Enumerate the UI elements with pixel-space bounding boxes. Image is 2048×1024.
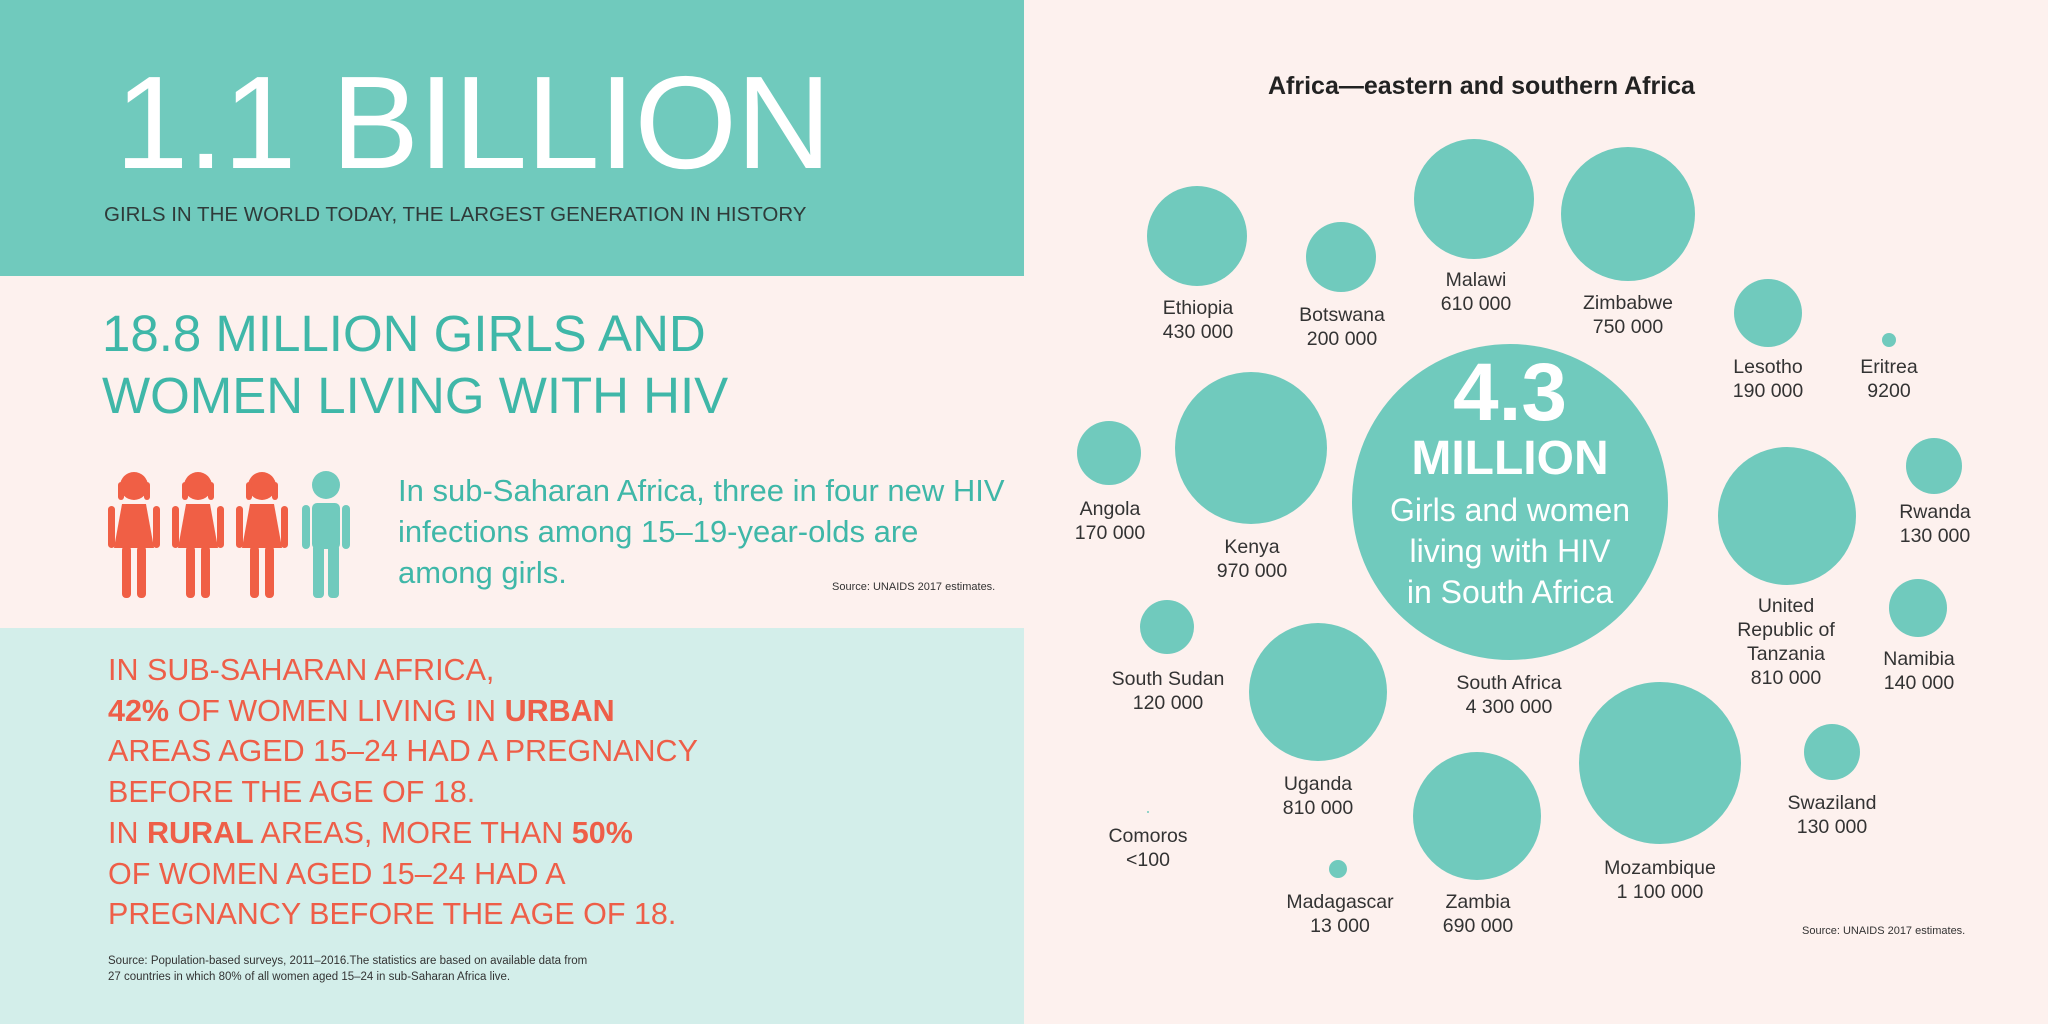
people-icons: [108, 471, 350, 598]
bottom-band: [0, 628, 1024, 1024]
label-mozambique: Mozambique 1 100 000: [1604, 857, 1716, 903]
bubble-angola: [1077, 421, 1141, 485]
label-angola: Angola 170 000: [1074, 498, 1146, 544]
bubble-malawi: [1414, 139, 1534, 259]
bubble-ethiopia: [1147, 186, 1247, 286]
bubble-zimbabwe: [1561, 147, 1695, 281]
middle-band: [0, 276, 1024, 628]
south-africa-number: 4.3: [1453, 347, 1567, 438]
label-comoros: Comoros <100: [1108, 825, 1188, 871]
south-africa-bubble: [1352, 344, 1668, 660]
label-south-sudan: South Sudan 120 000: [1111, 668, 1225, 714]
pregnancy-statement: IN SUB-SAHARAN AFRICA, 42% OF WOMEN LIVI…: [108, 650, 698, 935]
survey-source-note: Source: Population-based surveys, 2011–2…: [108, 955, 588, 983]
bubble-madagascar: [1329, 860, 1347, 878]
hiv-heading: 18.8 MILLION GIRLS AND WOMEN LIVING WITH…: [102, 303, 728, 427]
bubble-united-republic-of-tanzania: [1718, 447, 1856, 585]
label-botswana: Botswana 200 000: [1299, 304, 1385, 350]
hiv-heading-line: WOMEN LIVING WITH HIV: [102, 367, 729, 424]
headline-subtitle: GIRLS IN THE WORLD TODAY, THE LARGEST GE…: [104, 203, 807, 226]
label-madagascar: Madagascar 13 000: [1286, 891, 1394, 937]
bubble-mozambique: [1579, 682, 1741, 844]
label-namibia: Namibia 140 000: [1883, 648, 1955, 694]
label-uganda: Uganda 810 000: [1282, 773, 1354, 819]
label-malawi: Malawi 610 000: [1440, 269, 1512, 315]
label-united-republic-of-tanzania: United Republic of Tanzania 810 000: [1737, 595, 1835, 689]
bubble-comoros: [1147, 811, 1149, 813]
bubble-eritrea: [1882, 333, 1896, 347]
label-lesotho: Lesotho 190 000: [1732, 356, 1804, 402]
bubble-uganda: [1249, 623, 1387, 761]
infection-statement: In sub-Saharan Africa, three in four new…: [398, 473, 1005, 590]
label-south-africa: South Africa 4 300 000: [1456, 672, 1562, 718]
female-figure-icon: [172, 472, 224, 598]
left-panel: 1.1 BILLION GIRLS IN THE WORLD TODAY, TH…: [0, 0, 1024, 1024]
bubble-namibia: [1889, 579, 1947, 637]
south-africa-description: Girls and women living with HIV in South…: [1389, 492, 1631, 610]
statement-line: IN RURAL AREAS, MORE THAN 50%: [108, 815, 633, 850]
statement-line: OF WOMEN AGED 15–24 HAD A: [108, 856, 566, 891]
headline: 1.1 BILLION: [115, 49, 831, 196]
label-zambia: Zambia 690 000: [1442, 891, 1514, 937]
source-note: Source: UNAIDS 2017 estimates.: [832, 581, 996, 593]
bubble-rwanda: [1906, 438, 1962, 494]
bubble-zambia: [1413, 752, 1541, 880]
bubble-swaziland: [1804, 724, 1860, 780]
female-figure-icon: [108, 472, 160, 598]
statement-line: BEFORE THE AGE OF 18.: [108, 775, 476, 810]
bubble-south-sudan: [1140, 600, 1194, 654]
map-source-note: Source: UNAIDS 2017 estimates.: [1802, 925, 1966, 937]
map-title: Africa—eastern and southern Africa: [1268, 72, 1695, 100]
label-swaziland: Swaziland 130 000: [1787, 792, 1877, 838]
statement-line: 42% OF WOMEN LIVING IN URBAN: [108, 693, 615, 728]
female-figure-icon: [236, 472, 288, 598]
label-zimbabwe: Zimbabwe 750 000: [1583, 292, 1673, 338]
bubble-lesotho: [1734, 279, 1802, 347]
hiv-heading-line: 18.8 MILLION GIRLS AND: [102, 305, 706, 362]
label-rwanda: Rwanda 130 000: [1899, 501, 1971, 547]
statement-line: IN SUB-SAHARAN AFRICA,: [108, 653, 495, 687]
bubble-botswana: [1306, 222, 1376, 292]
top-band: [0, 0, 1024, 276]
bubble-kenya: [1175, 372, 1327, 524]
label-ethiopia: Ethiopia 430 000: [1162, 297, 1234, 343]
statement-line: PREGNANCY BEFORE THE AGE OF 18.: [108, 897, 677, 932]
statement-line: AREAS AGED 15–24 HAD A PREGNANCY: [108, 734, 698, 769]
label-kenya: Kenya 970 000: [1216, 536, 1288, 582]
label-eritrea: Eritrea 9200: [1860, 356, 1918, 402]
south-africa-unit: MILLION: [1411, 432, 1609, 485]
male-figure-icon: [302, 471, 350, 598]
